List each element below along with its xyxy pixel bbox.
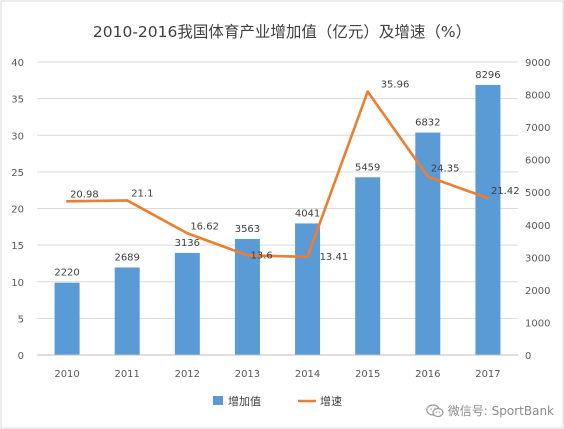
legend-swatch-bar <box>213 396 223 405</box>
bar <box>355 177 381 355</box>
watermark-text: 微信号: SportBank <box>447 404 554 418</box>
chart-title: 2010-2016我国体育产业增加值（亿元）及增速（%） <box>93 23 471 41</box>
right-tick-label: 8000 <box>525 91 550 102</box>
left-tick-label: 15 <box>11 241 24 252</box>
line-point <box>366 90 369 93</box>
bar-value-label: 3136 <box>175 238 200 249</box>
line-point <box>306 255 309 258</box>
line-point <box>246 254 249 257</box>
legend-label-bar: 增加值 <box>228 394 261 408</box>
line-value-label: 21.42 <box>491 186 520 197</box>
line-point <box>65 200 69 203</box>
x-tick-label: 2015 <box>355 369 380 380</box>
left-tick-label: 0 <box>18 351 24 362</box>
bar <box>295 223 321 355</box>
bar <box>174 252 200 355</box>
x-tick-label: 2014 <box>295 369 320 380</box>
left-tick-label: 10 <box>11 278 24 289</box>
x-tick-label: 2017 <box>475 369 500 380</box>
bar-value-label: 3563 <box>235 224 260 235</box>
x-tick-label: 2013 <box>235 369 260 380</box>
watermark: 微信号: SportBank <box>425 402 554 419</box>
line-value-label: 21.1 <box>131 188 153 199</box>
left-tick-label: 25 <box>11 168 24 179</box>
wechat-icon <box>425 403 444 417</box>
bar <box>475 84 501 355</box>
line-value-label: 13.41 <box>320 252 349 263</box>
growth-line <box>67 90 489 259</box>
right-tick-label: 5000 <box>525 188 550 199</box>
right-tick-label: 4000 <box>525 221 550 232</box>
x-tick-label: 2010 <box>54 369 79 380</box>
line-value-label: 16.62 <box>190 221 219 232</box>
bar <box>234 239 260 355</box>
bar-value-label: 8296 <box>475 70 500 81</box>
x-tick-label: 2011 <box>114 369 139 380</box>
right-tick-label: 7000 <box>525 123 550 134</box>
line-value-label: 13.6 <box>250 250 272 261</box>
bar-value-label: 2220 <box>54 268 79 279</box>
line-value-label: 35.96 <box>381 80 410 91</box>
right-tick-label: 3000 <box>525 253 550 264</box>
left-tick-label: 35 <box>11 95 24 106</box>
legend-label-line: 增速 <box>320 394 342 408</box>
bar-value-label: 5459 <box>355 162 380 173</box>
line-point <box>486 196 490 200</box>
line-point <box>125 199 129 202</box>
left-tick-label: 5 <box>18 314 24 325</box>
left-tick-label: 20 <box>11 205 24 216</box>
line-value-label: 24.35 <box>431 164 460 175</box>
line-value-label: 20.98 <box>70 189 99 200</box>
bar <box>415 132 441 355</box>
right-tick-label: 0 <box>525 351 531 362</box>
bar-value-label: 2689 <box>114 252 139 263</box>
left-tick-label: 40 <box>11 58 24 69</box>
right-tick-label: 2000 <box>525 286 550 297</box>
bar <box>54 282 80 355</box>
left-tick-label: 30 <box>11 131 24 142</box>
line-point <box>426 175 430 178</box>
right-tick-label: 6000 <box>525 156 550 167</box>
line-point <box>186 232 189 235</box>
x-tick-label: 2012 <box>175 369 200 380</box>
bar <box>114 267 140 355</box>
right-tick-label: 1000 <box>525 318 550 329</box>
right-tick-label: 9000 <box>525 58 550 69</box>
bar-value-label: 4041 <box>295 208 320 219</box>
x-tick-label: 2016 <box>415 369 440 380</box>
bar-value-label: 6832 <box>415 118 440 129</box>
